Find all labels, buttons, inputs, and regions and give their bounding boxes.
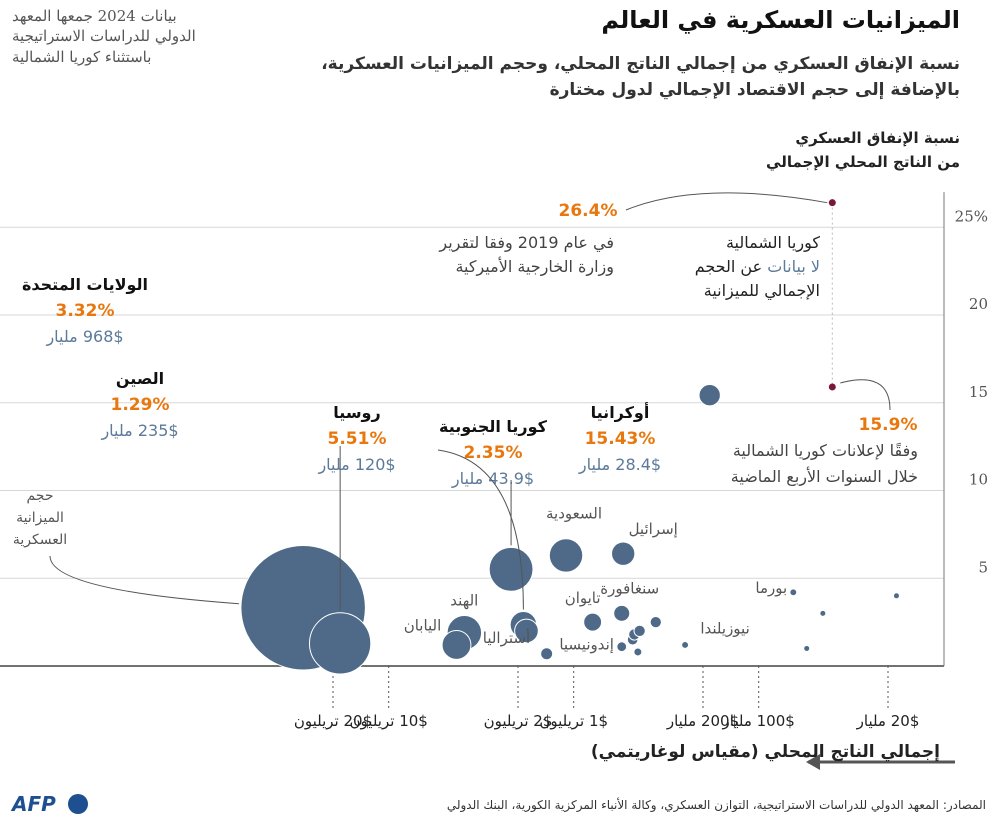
callout-budget: 235$ مليار bbox=[100, 421, 178, 441]
y-tick-label: 15 bbox=[969, 383, 988, 401]
point-label: تايوان bbox=[565, 589, 601, 607]
data-note: بيانات 2024 جمعها المعهد الدولي للدراسات… bbox=[12, 6, 312, 67]
north-korea-announced-point bbox=[828, 383, 836, 391]
x-tick-label: 1$ تريليون bbox=[539, 712, 608, 730]
y-axis-title-line: نسبة الإنفاق العسكري bbox=[795, 129, 960, 147]
afp-logo-dot-icon bbox=[68, 794, 88, 814]
north-korea-announced-note: وفقًا لإعلانات كوريا الشمالية bbox=[733, 441, 918, 461]
x-tick-label: 10$ تريليون bbox=[350, 712, 428, 730]
size-legend-label: حجم bbox=[26, 488, 53, 504]
callout-percentage: 15.43% bbox=[585, 429, 656, 449]
north-korea-report-leader bbox=[625, 192, 828, 211]
size-legend-label: الميزانية bbox=[16, 510, 64, 526]
x-tick-label: 20$ مليار bbox=[856, 712, 920, 730]
callout-leader-line bbox=[437, 449, 524, 610]
point-label: إسرائيل bbox=[629, 520, 678, 538]
callout-percentage: 5.51% bbox=[328, 429, 387, 449]
north-korea-name: كوريا الشمالية bbox=[726, 233, 820, 253]
size-legend-label: العسكرية bbox=[13, 532, 67, 548]
bubble-point bbox=[803, 644, 811, 652]
callout-country-name: روسيا bbox=[333, 403, 380, 422]
bubble-point bbox=[681, 640, 690, 649]
north-korea-no-data-rest: عن الحجم bbox=[695, 257, 768, 277]
point-label: إندونيسيا bbox=[559, 636, 614, 654]
x-axis-title: إجمالي الناتج المحلي (مقياس لوغاريتمي) bbox=[590, 742, 940, 762]
north-korea-report-note: وزارة الخارجية الأميركية bbox=[455, 256, 614, 277]
bubble-point bbox=[613, 604, 631, 622]
callout-percentage: 1.29% bbox=[111, 395, 170, 415]
bubble-point bbox=[583, 612, 603, 632]
callout-country-name: أوكرانيا bbox=[591, 402, 650, 422]
point-label: سنغافورة bbox=[600, 579, 659, 597]
page-subtitle: نسبة الإنفاق العسكري من إجمالي الناتج ال… bbox=[321, 54, 960, 100]
data-note-line: بيانات 2024 جمعها المعهد bbox=[12, 7, 177, 25]
bubble-point bbox=[819, 609, 827, 617]
x-direction-arrowhead-icon bbox=[806, 754, 820, 770]
y-axis-title: نسبة الإنفاق العسكري من الناتج المحلي ال… bbox=[720, 126, 960, 174]
callout-percentage: 3.32% bbox=[56, 301, 115, 321]
y-tick-label: 5 bbox=[978, 558, 988, 576]
north-korea-no-data-note: لا بيانات عن الحجم bbox=[695, 257, 820, 277]
y-tick-label: 20 bbox=[969, 295, 988, 313]
callout-budget: 28.4$ مليار bbox=[578, 455, 661, 475]
data-note-line: باستثناء كوريا الشمالية bbox=[12, 47, 152, 66]
north-korea-report-percentage: 26.4% bbox=[559, 201, 618, 221]
north-korea-announced-note: خلال السنوات الأربع الماضية bbox=[731, 466, 918, 487]
north-korea-report-note: في عام 2019 وفقا لتقرير bbox=[438, 233, 614, 253]
afp-logo: AFP bbox=[12, 792, 56, 816]
bubble-point bbox=[611, 541, 636, 566]
bubble-point bbox=[488, 546, 534, 592]
callout-country-name: الصين bbox=[116, 369, 164, 388]
callout-budget: 120$ مليار bbox=[317, 455, 395, 475]
bubble-point bbox=[698, 384, 721, 407]
point-label: بورما bbox=[755, 579, 787, 597]
x-tick-label: 100$ مليار bbox=[722, 712, 795, 730]
data-note-line: الدولي للدراسات الاستراتيجية bbox=[12, 27, 196, 46]
size-legend-leader bbox=[49, 555, 239, 605]
bubble-point bbox=[548, 538, 584, 573]
callout-country-name: كوريا الجنوبية bbox=[439, 417, 548, 436]
callout-budget: 968$ مليار bbox=[45, 327, 123, 347]
x-tick-label: 200$ مليار bbox=[666, 712, 739, 730]
bubble-point bbox=[616, 641, 628, 653]
page-title: الميزانيات العسكرية في العالم bbox=[601, 6, 960, 34]
point-label: اليابان bbox=[404, 617, 442, 635]
bubble-point bbox=[789, 588, 798, 597]
point-label: أستراليا bbox=[483, 628, 530, 647]
callout-budget: 43.9$ مليار bbox=[451, 469, 534, 489]
callout-country-name: الولايات المتحدة bbox=[22, 275, 148, 294]
north-korea-report-point bbox=[828, 199, 836, 207]
north-korea-no-data-note: الإجمالي للميزانية bbox=[704, 281, 820, 301]
north-korea-announced-leader bbox=[840, 379, 891, 411]
north-korea-announced-percentage: 15.9% bbox=[859, 415, 918, 435]
bubble-point bbox=[649, 615, 662, 629]
bubble-point bbox=[308, 612, 372, 675]
source-note: المصادر: المعهد الدولي للدراسات الاسترات… bbox=[446, 798, 986, 812]
y-tick-label: 25% bbox=[955, 207, 988, 225]
x-tick-label: 2$ تريليون bbox=[484, 712, 553, 730]
bubble-point bbox=[633, 624, 646, 638]
x-tick-label: 20$ تريليون bbox=[294, 712, 372, 730]
y-axis-title-line: من الناتج المحلي الإجمالي bbox=[766, 153, 960, 171]
bubble-point bbox=[514, 618, 539, 644]
point-label: نيوزيلندا bbox=[700, 619, 749, 637]
point-label: الهند bbox=[450, 591, 478, 609]
bubble-point bbox=[540, 647, 554, 661]
bubble-point bbox=[892, 592, 900, 600]
point-label: السعودية bbox=[546, 505, 602, 523]
north-korea-no-data-highlight: لا بيانات bbox=[767, 257, 820, 276]
callout-percentage: 2.35% bbox=[464, 443, 523, 463]
bubble-point bbox=[633, 647, 643, 657]
bubble-point bbox=[441, 630, 472, 660]
y-tick-label: 10 bbox=[969, 471, 988, 489]
